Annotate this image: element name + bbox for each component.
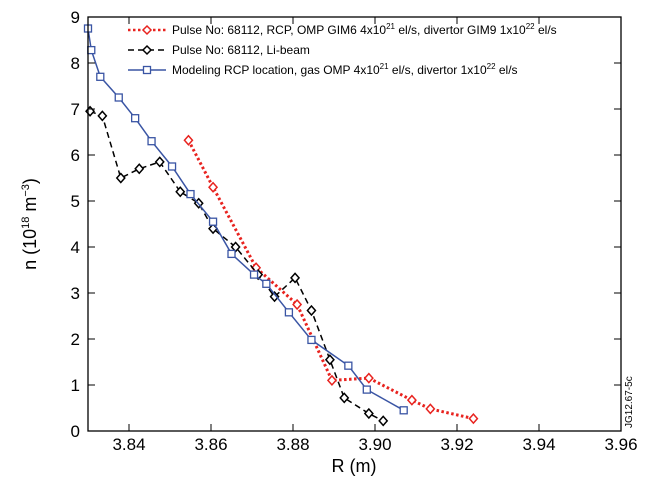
figure-id-label: JG12.67-5c [624,376,635,428]
data-point [154,156,165,168]
data-point [115,172,126,184]
data-point [290,272,301,284]
y-tick-label: 6 [71,146,80,165]
plot-frame [87,16,622,432]
data-point [468,412,479,425]
data-point [284,308,294,317]
data-point [183,134,194,146]
data-point [186,189,195,199]
data-point [324,354,335,366]
x-tick-label: 3.92 [440,435,473,454]
data-point [406,394,417,406]
data-point [175,186,186,198]
legend: Pulse No: 68112, RCP, OMP GIM6 4x1021 el… [128,22,557,77]
y-axis-title: n (1018 m−3) [20,178,40,270]
y-tick-label: 0 [71,422,80,441]
data-point [130,114,140,123]
y-tick-label: 9 [71,8,80,27]
x-tick-label: 3.96 [604,435,637,454]
x-tick-label: 3.84 [112,435,145,454]
x-tick-label: 3.90 [358,435,391,454]
data-point [208,217,218,226]
data-point [378,415,389,427]
data-point [363,407,374,420]
data-point [269,291,280,303]
data-point [87,45,96,55]
legend-label-1: Pulse No: 68112, Li-beam [172,43,310,57]
legend-swatch-marker-1 [141,44,153,56]
x-axis-title: R (m) [332,456,377,476]
x-tick-label: 3.88 [276,435,309,454]
legend-swatch-marker-0 [141,24,153,36]
y-tick-label: 2 [71,330,80,349]
data-point [227,249,236,259]
series-0-line [187,139,474,421]
legend-swatch-marker-2 [142,65,152,75]
y-tick-label: 3 [71,284,80,303]
data-point [307,335,316,345]
y-tick-label: 4 [71,238,80,257]
data-point [96,72,105,81]
data-point [339,392,350,404]
series-1-line [89,110,384,422]
data-point [208,181,219,193]
data-point [249,270,259,279]
y-tick-label: 7 [71,100,80,119]
data-point [344,361,353,370]
data-point [425,403,436,415]
y-tick-label: 1 [71,376,80,395]
legend-label-0: Pulse No: 68112, RCP, OMP GIM6 4x1021 el… [172,22,557,37]
data-point [147,137,156,146]
data-point [97,110,108,122]
data-point [399,406,408,415]
y-tick-label: 5 [71,192,80,211]
data-point [326,374,337,387]
data-point [114,93,123,102]
legend-label-2: Modeling RCP location, gas OMP 4x1021 el… [172,62,518,77]
ticks-layer: 3.84 3.86 3.88 3.90 3.92 3.94 3.96 0 1 2 3 4 5 6 7 8 9 [71,8,638,454]
y-tick-label: 8 [71,54,80,73]
data-point [134,163,145,175]
data-point [262,279,271,288]
series-0 [183,134,479,425]
data-point [306,304,317,317]
data-point [167,162,177,171]
data-point [292,298,303,311]
data-point [363,372,374,384]
x-tick-label: 3.94 [522,435,555,454]
x-tick-label: 3.86 [194,435,227,454]
data-point [362,385,371,394]
